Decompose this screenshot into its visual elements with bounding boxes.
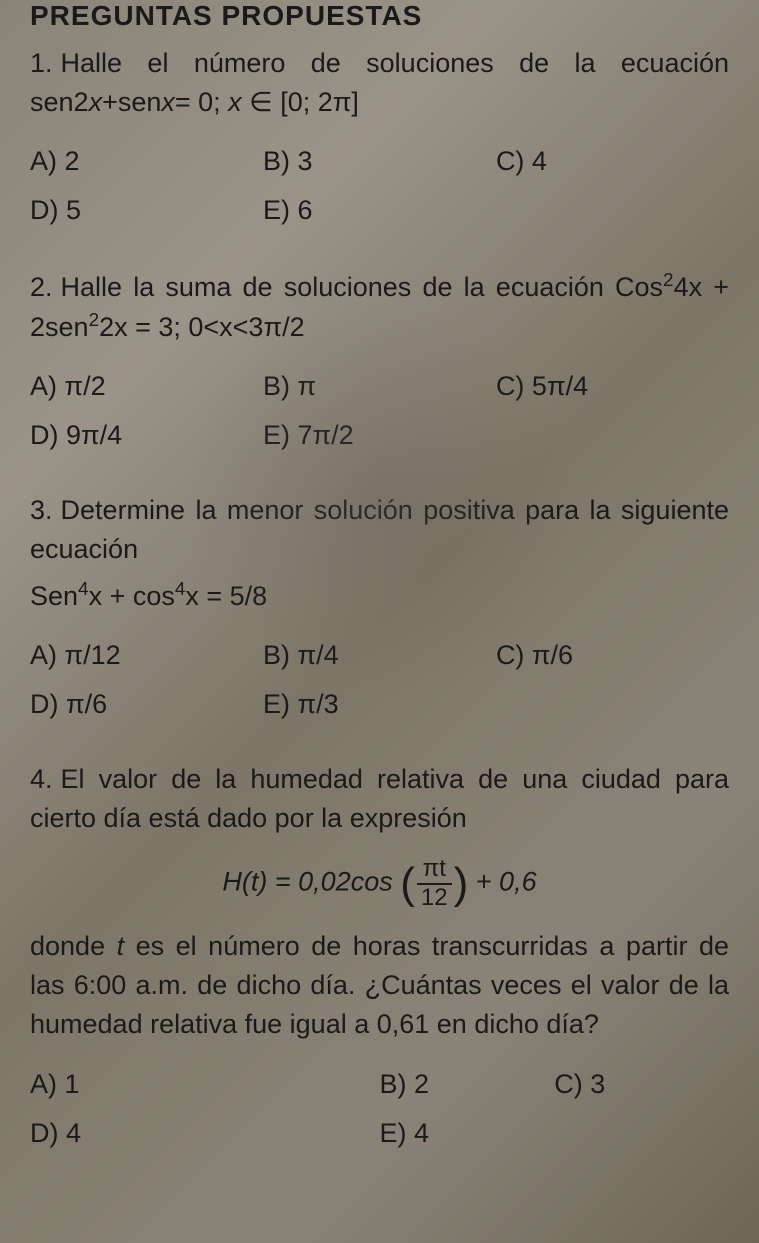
q4-option-b: B) 2 (380, 1063, 555, 1106)
q3-option-e: E) π/3 (263, 683, 496, 726)
q2-sup-1: 2 (663, 270, 674, 291)
q2-options: A) π/2 B) π C) 5π/4 D) 9π/4 E) 7π/2 (30, 365, 729, 463)
q3-number: 3. (30, 495, 53, 525)
q3-option-d: D) π/6 (30, 683, 263, 726)
q1-number: 1. (30, 48, 53, 78)
q1-var-2: x (161, 87, 175, 117)
question-4-text1: 4.El valor de la humedad relativa de una… (30, 760, 729, 838)
q1-text-b: +sen (102, 87, 161, 117)
q3-eq-b: x + cos (89, 581, 175, 611)
q4-option-c: C) 3 (554, 1063, 729, 1106)
q1-option-c: C) 4 (496, 140, 729, 183)
q3-options: A) π/12 B) π/4 C) π/6 D) π/6 E) π/3 (30, 634, 729, 732)
q4-fraction: πt12 (417, 856, 452, 911)
q4-text1: El valor de la humedad relativa de una c… (30, 764, 729, 833)
q4-number: 4. (30, 764, 53, 794)
q1-option-b: B) 3 (263, 140, 496, 183)
q2-option-a: A) π/2 (30, 365, 263, 408)
q2-option-c: C) 5π/4 (496, 365, 729, 408)
q4-formula-right: + 0,6 (476, 867, 537, 897)
q4-option-a: A) 1 (30, 1063, 380, 1106)
q4-frac-top: πt (417, 856, 452, 884)
q3-eq-a: Sen (30, 581, 78, 611)
q2-option-d: D) 9π/4 (30, 414, 263, 457)
question-3-equation: Sen4x + cos4x = 5/8 (30, 576, 729, 616)
q2-sup-2: 2 (89, 310, 100, 331)
q1-text-d: ∈ [0; 2π] (242, 87, 359, 117)
q1-var-3: x (228, 87, 242, 117)
question-1-text: 1.Halle el número de soluciones de la ec… (30, 44, 729, 122)
q1-option-a: A) 2 (30, 140, 263, 183)
q4-option-e: E) 4 (380, 1112, 730, 1155)
question-3-text: 3.Determine la menor solución positiva p… (30, 491, 729, 569)
q2-number: 2. (30, 272, 53, 302)
q3-sup-1: 4 (78, 579, 89, 600)
q2-option-e: E) 7π/2 (263, 414, 496, 457)
q3-text: Determine la menor solución positiva par… (30, 495, 729, 564)
q2-option-b: B) π (263, 365, 496, 408)
lparen-icon: ( (400, 866, 415, 901)
q2-text-c: 2x = 3; 0<x<3π/2 (99, 312, 305, 342)
section-heading: PREGUNTAS PROPUESTAS (30, 0, 729, 32)
rparen-icon: ) (454, 866, 469, 901)
question-2: 2. Halle la suma de soluciones de la ecua… (30, 267, 729, 464)
q3-sup-2: 4 (175, 579, 186, 600)
q3-option-c: C) π/6 (496, 634, 729, 677)
question-4: 4.El valor de la humedad relativa de una… (30, 760, 729, 1161)
q1-option-e: E) 6 (263, 189, 496, 232)
q2-text-a: Halle la suma de soluciones de la ecuaci… (61, 272, 664, 302)
question-1: 1.Halle el número de soluciones de la ec… (30, 44, 729, 239)
q1-option-d: D) 5 (30, 189, 263, 232)
q4-text2-b: es el número de horas transcurridas a pa… (30, 931, 729, 1039)
q4-text2-a: donde (30, 931, 117, 961)
q3-eq-c: x = 5/8 (185, 581, 267, 611)
q1-options: A) 2 B) 3 C) 4 D) 5 E) 6 (30, 140, 729, 238)
question-4-formula: H(t) = 0,02cos (πt12) + 0,6 (30, 856, 729, 911)
q1-text-c: = 0; (175, 87, 228, 117)
q4-frac-bot: 12 (417, 885, 452, 911)
q1-var-1: x (89, 87, 103, 117)
q3-option-a: A) π/12 (30, 634, 263, 677)
question-2-text: 2. Halle la suma de soluciones de la ecua… (30, 267, 729, 347)
q3-option-b: B) π/4 (263, 634, 496, 677)
q4-options: A) 1 B) 2 C) 3 D) 4 E) 4 (30, 1063, 729, 1161)
q4-option-d: D) 4 (30, 1112, 380, 1155)
q4-formula-left: H(t) = 0,02cos (222, 867, 392, 897)
question-3: 3.Determine la menor solución positiva p… (30, 491, 729, 732)
q4-var-t: t (117, 931, 125, 961)
question-4-text2: donde t es el número de horas transcurri… (30, 927, 729, 1044)
